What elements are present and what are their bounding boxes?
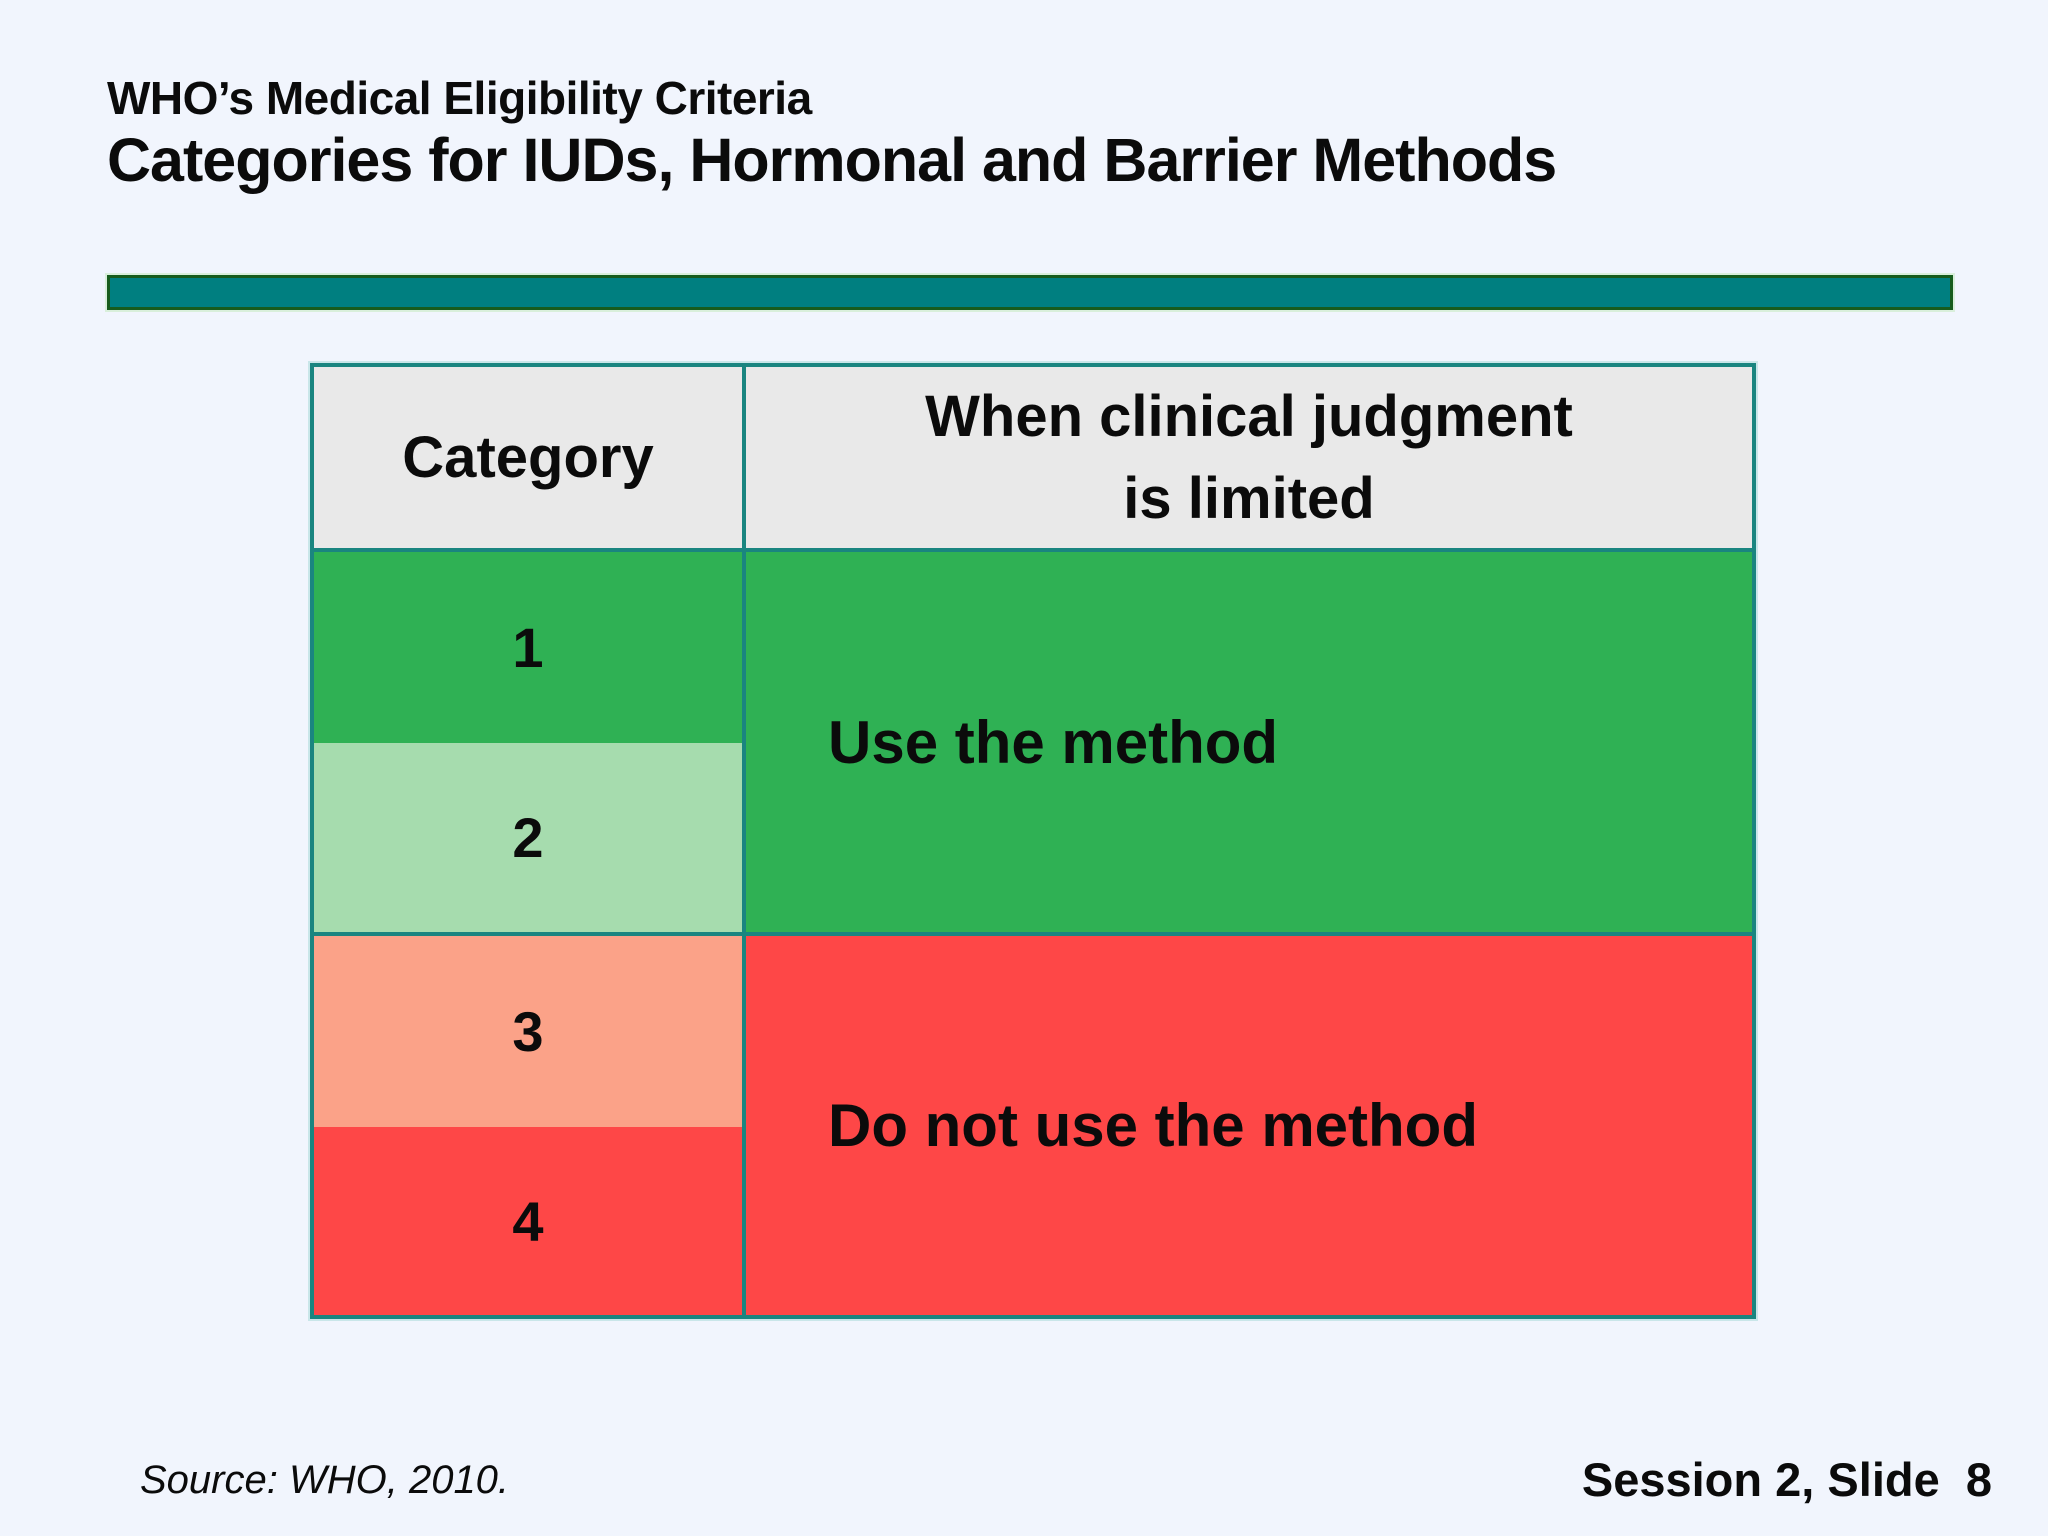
category-cell-2: 2 bbox=[314, 743, 746, 936]
slide-title: WHO’s Medical Eligibility Criteria Categ… bbox=[107, 72, 1557, 195]
outcome-cell-do-not-use-method: Do not use the method bbox=[746, 936, 1752, 1315]
category-cell-3: 3 bbox=[314, 936, 746, 1127]
category-cell-4: 4 bbox=[314, 1127, 746, 1315]
slide-title-line1: WHO’s Medical Eligibility Criteria bbox=[107, 72, 812, 124]
eligibility-table: Category When clinical judgment is limit… bbox=[310, 363, 1756, 1319]
outcome-do-not-use-label: Do not use the method bbox=[828, 1092, 1478, 1159]
source-note: Source: WHO, 2010. bbox=[140, 1458, 510, 1502]
table-header-category: Category bbox=[314, 367, 746, 552]
table-header-judgment-line1: When clinical judgment bbox=[925, 384, 1573, 450]
category-4-label: 4 bbox=[512, 1189, 544, 1253]
teal-divider-bar bbox=[107, 275, 1953, 310]
table-header-judgment-line2: is limited bbox=[1123, 465, 1375, 531]
category-3-label: 3 bbox=[512, 1000, 544, 1063]
category-cell-1: 1 bbox=[314, 552, 746, 743]
table-header-category-label: Category bbox=[402, 424, 654, 490]
slide-title-line2: Categories for IUDs, Hormonal and Barrie… bbox=[107, 125, 1557, 194]
category-1-label: 1 bbox=[512, 616, 544, 679]
outcome-use-label: Use the method bbox=[828, 708, 1279, 776]
category-2-label: 2 bbox=[512, 806, 544, 869]
outcome-cell-use-method: Use the method bbox=[746, 552, 1752, 936]
table-header-judgment: When clinical judgment is limited bbox=[746, 367, 1752, 552]
slide-number-label: Session 2, Slide 8 bbox=[1581, 1453, 1992, 1506]
